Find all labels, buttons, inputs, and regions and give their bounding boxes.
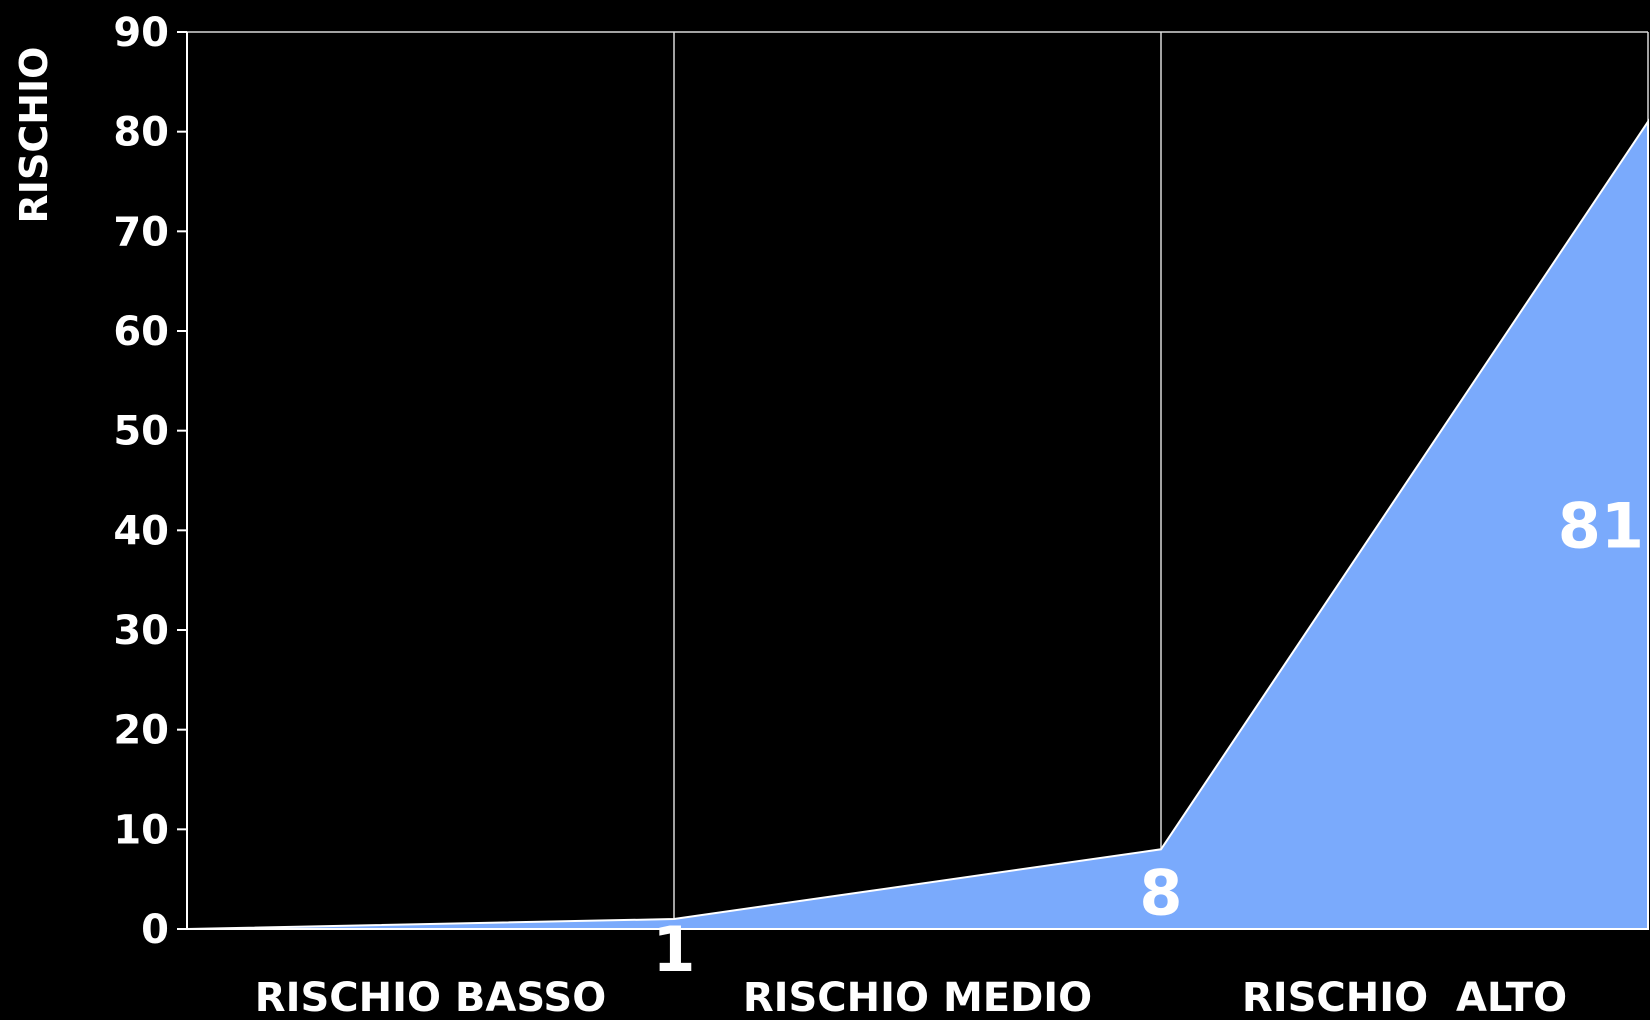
y-tick-label: 40 <box>113 508 169 554</box>
y-tick-label: 10 <box>113 807 169 853</box>
x-category-label: RISCHIO ALTO <box>1242 975 1567 1020</box>
x-category-label: RISCHIO BASSO <box>255 975 606 1020</box>
y-tick-label: 50 <box>113 409 169 455</box>
x-category-label: RISCHIO MEDIO <box>743 975 1092 1020</box>
data-label: 81 <box>1558 489 1644 562</box>
y-tick-label: 20 <box>113 708 169 754</box>
data-label: 8 <box>1139 856 1182 929</box>
y-axis-ticks: 0 10 20 30 40 50 60 70 80 90 <box>113 10 187 953</box>
y-tick-label: 60 <box>113 309 169 355</box>
y-tick-label: 70 <box>113 209 169 255</box>
y-tick-label: 0 <box>141 907 169 953</box>
data-label: 1 <box>652 913 695 986</box>
axes <box>186 32 1648 930</box>
y-tick-label: 80 <box>113 110 169 156</box>
y-tick-label: 30 <box>113 608 169 654</box>
x-axis-categories: RISCHIO BASSO RISCHIO MEDIO RISCHIO ALTO <box>255 975 1567 1020</box>
y-tick-label: 90 <box>113 10 169 56</box>
y-axis-title: RISCHIO <box>12 47 56 224</box>
